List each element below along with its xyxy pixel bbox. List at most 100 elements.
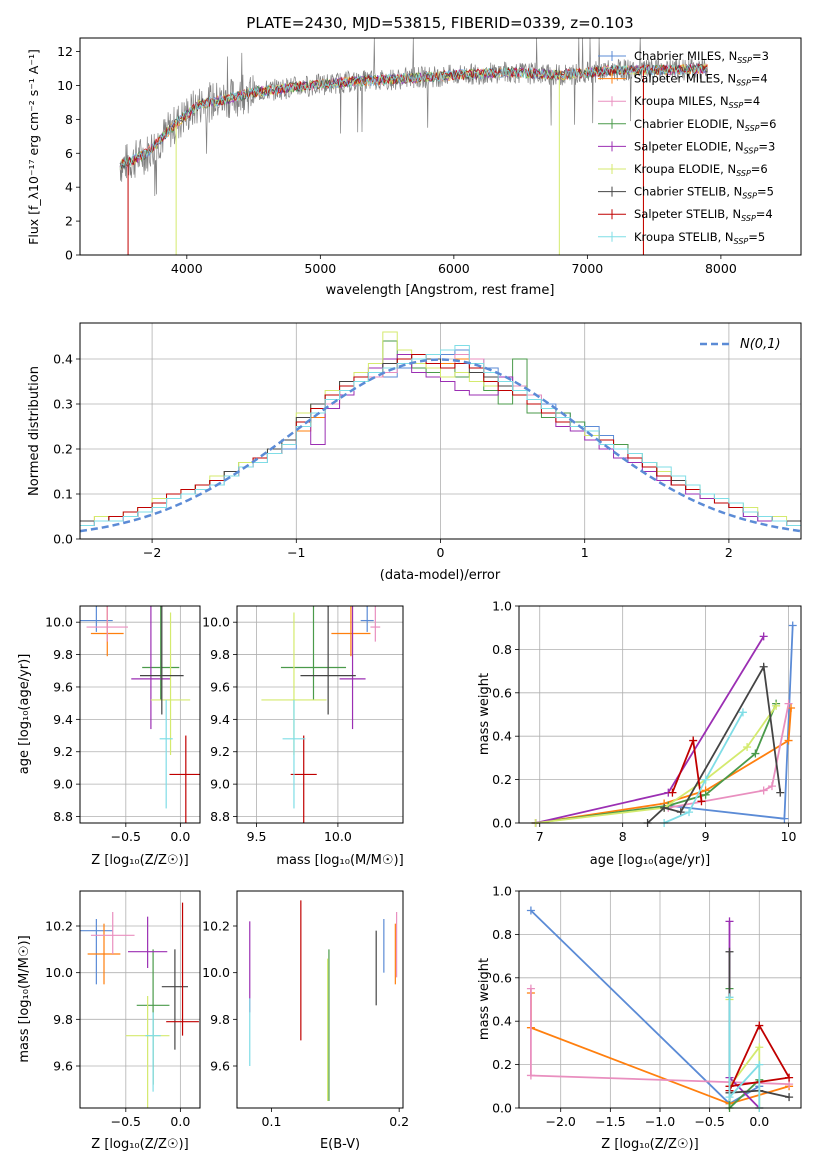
axes-frame bbox=[79, 322, 802, 540]
y-tick-label: 9.8 bbox=[210, 1012, 230, 1027]
mass-vs-Z-xlabel: Z [log₁₀(Z/Z☉)] bbox=[91, 1137, 188, 1152]
x-tick-label: 0.1 bbox=[262, 1114, 282, 1129]
y-tick-label: 0.0 bbox=[492, 1101, 512, 1116]
legend-label: Salpeter STELIB, NSSP=4 bbox=[634, 207, 773, 223]
y-tick-label: 0.6 bbox=[492, 970, 512, 985]
y-tick-label: 0.8 bbox=[492, 642, 512, 657]
y-tick-label: 0.0 bbox=[53, 532, 73, 547]
axes-frame bbox=[79, 605, 201, 824]
massweight-vs-Z-panel: −2.0 −1.5 −1.0 −0.5 0.0 0.0 0.2 0.4 0.6 0.8 1.0 Z … bbox=[477, 884, 802, 1152]
x-tick-label: −1 bbox=[287, 545, 305, 560]
plus-marker bbox=[785, 1093, 794, 1102]
x-tick-label: 2 bbox=[725, 545, 733, 560]
massweight-vs-age-xlabel: age [log₁₀(age/yr)] bbox=[590, 853, 711, 868]
y-tick-label: 9.2 bbox=[210, 744, 230, 759]
x-tick-label: −0.5 bbox=[694, 1114, 724, 1129]
spectrum-legend: Chabrier MILES, NSSP=3 Salpeter MILES, NS… bbox=[598, 49, 776, 246]
x-tick-label: −0.5 bbox=[111, 829, 141, 844]
y-tick-label: 0.2 bbox=[492, 1057, 512, 1072]
plus-marker bbox=[772, 701, 781, 710]
plus-marker bbox=[725, 1093, 734, 1102]
histogram-plot-area: −2 −1 0 1 2 0.0 0.1 0.2 0.3 0.4 bbox=[53, 322, 802, 560]
axes-frame bbox=[79, 890, 201, 1109]
y-tick-label: 0.4 bbox=[492, 1014, 512, 1029]
mass-vs-ebv-xlabel: E(B-V) bbox=[320, 1137, 360, 1152]
y-tick-label: 0.3 bbox=[53, 397, 73, 412]
spectrum-panel: PLATE=2430, MJD=53815, FIBERID=0339, z=0… bbox=[26, 14, 802, 298]
y-tick-label: 1.0 bbox=[492, 599, 512, 614]
massweight-vs-Z-plot-area: −2.0 −1.5 −1.0 −0.5 0.0 0.0 0.2 0.4 0.6 0.8 1.0 bbox=[492, 884, 802, 1129]
massweight-line bbox=[663, 711, 744, 824]
gaussian-legend-label: N(0,1) bbox=[740, 337, 781, 352]
x-tick-label: 9 bbox=[702, 829, 710, 844]
mass-vs-Z-panel: −0.5 0.0 9.6 9.8 10.0 10.2 Z [log₁₀(Z/Z☉)] ma… bbox=[17, 890, 201, 1152]
legend-label: Kroupa MILES, NSSP=4 bbox=[634, 94, 760, 110]
y-tick-label: 10.2 bbox=[202, 919, 230, 934]
y-tick-label: 0.4 bbox=[53, 352, 73, 367]
x-tick-label: 8 bbox=[619, 829, 627, 844]
plus-marker bbox=[759, 632, 768, 641]
legend-label: Kroupa ELODIE, NSSP=6 bbox=[634, 162, 768, 178]
x-tick-label: 5000 bbox=[304, 261, 336, 276]
plus-marker bbox=[784, 736, 793, 745]
age-vs-mass-plot-area: 9.5 10.0 8.8 9.0 9.2 9.4 9.6 9.8 10.0 bbox=[202, 605, 404, 844]
plus-marker bbox=[743, 743, 752, 752]
x-tick-label: −2 bbox=[143, 545, 161, 560]
model-fit-line bbox=[119, 64, 708, 170]
massweight-vs-age-panel: 7 8 9 10 0.0 0.2 0.4 0.6 0.8 1.0 age [log₁₀(age/y… bbox=[477, 599, 802, 868]
axes-frame bbox=[79, 37, 802, 256]
age-vs-Z-panel: −0.5 0.0 8.8 9.0 9.2 9.4 9.6 9.8 10.0 Z [log₁₀(Z… bbox=[17, 605, 201, 868]
massweight-line bbox=[668, 703, 790, 809]
x-tick-label: 0.0 bbox=[749, 1114, 769, 1129]
y-tick-label: 6 bbox=[65, 146, 73, 161]
age-vs-Z-ylabel: age [log₁₀(age/yr)] bbox=[17, 654, 32, 775]
gaussian-curve bbox=[79, 358, 802, 533]
x-tick-label: −0.5 bbox=[111, 1114, 141, 1129]
y-tick-label: 8.8 bbox=[210, 809, 230, 824]
x-tick-label: 10 bbox=[781, 829, 797, 844]
spectrum-plot-area: 4000 5000 6000 7000 8000 0 2 4 6 8 10 12 bbox=[57, 37, 802, 276]
massweight-line bbox=[530, 909, 760, 1105]
spectrum-ylabel: Flux [f_λ10⁻¹⁷ erg cm⁻² s⁻¹ A⁻¹] bbox=[26, 49, 41, 245]
plus-marker bbox=[725, 947, 734, 956]
legend-label: Salpeter ELODIE, NSSP=3 bbox=[634, 139, 775, 155]
plus-marker bbox=[780, 814, 789, 823]
plus-marker bbox=[689, 736, 698, 745]
y-tick-label: 9.0 bbox=[210, 777, 230, 792]
plus-marker bbox=[701, 790, 710, 799]
legend-label: Chabrier MILES, NSSP=3 bbox=[634, 49, 769, 65]
plus-marker bbox=[526, 1071, 535, 1080]
axes-frame bbox=[518, 890, 802, 1109]
plus-marker bbox=[701, 775, 710, 784]
plus-marker bbox=[697, 797, 706, 806]
y-tick-label: 8 bbox=[65, 112, 73, 127]
plus-marker bbox=[751, 749, 760, 758]
plus-marker bbox=[755, 1021, 764, 1030]
y-tick-label: 10 bbox=[57, 78, 73, 93]
spectrum-xlabel: wavelength [Angstrom, rest frame] bbox=[326, 283, 555, 298]
plus-marker bbox=[668, 788, 677, 797]
x-tick-label: 7000 bbox=[571, 261, 603, 276]
mass-vs-Z-plot-area: −0.5 0.0 9.6 9.8 10.0 10.2 bbox=[45, 890, 201, 1129]
y-tick-label: 2 bbox=[65, 214, 73, 229]
observed-flux-line bbox=[119, 37, 708, 197]
x-tick-label: 4000 bbox=[171, 261, 203, 276]
y-tick-label: 9.4 bbox=[210, 712, 230, 727]
massweight-vs-age-plot-area: 7 8 9 10 0.0 0.2 0.4 0.6 0.8 1.0 bbox=[492, 599, 802, 844]
model-fit-line bbox=[120, 63, 708, 167]
y-tick-label: 0.2 bbox=[53, 442, 73, 457]
axes-frame bbox=[518, 605, 802, 824]
massweight-line bbox=[535, 635, 765, 824]
legend-label: Chabrier STELIB, NSSP=5 bbox=[634, 185, 774, 201]
y-tick-label: 9.8 bbox=[53, 1012, 73, 1027]
spectrum-title: PLATE=2430, MJD=53815, FIBERID=0339, z=0… bbox=[246, 14, 633, 32]
y-tick-label: 9.4 bbox=[53, 712, 73, 727]
plus-marker bbox=[784, 699, 793, 708]
age-vs-Z-xlabel: Z [log₁₀(Z/Z☉)] bbox=[91, 853, 188, 868]
axes-frame bbox=[236, 605, 404, 824]
plus-marker bbox=[526, 984, 535, 993]
plus-marker bbox=[526, 906, 535, 915]
plus-marker bbox=[660, 803, 669, 812]
x-tick-label: 0.2 bbox=[389, 1114, 409, 1129]
